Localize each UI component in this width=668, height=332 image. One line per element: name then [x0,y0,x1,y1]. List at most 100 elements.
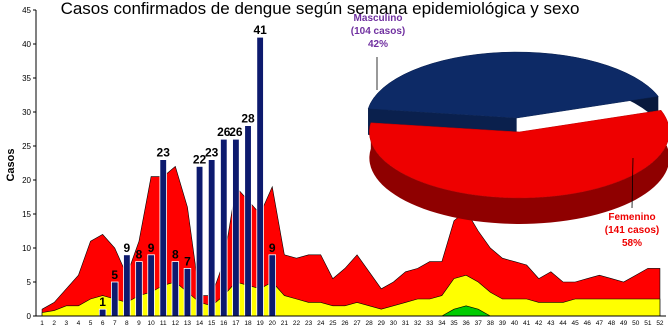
bar-value-label: 5 [111,268,118,282]
y-tick-label: 30 [22,108,31,117]
x-tick-label: 50 [632,320,640,327]
x-tick-label: 13 [184,320,192,327]
x-tick-label: 8 [125,320,129,327]
x-tick-label: 7 [113,320,117,327]
x-tick-label: 23 [305,320,313,327]
x-tick-label: 19 [257,320,265,327]
x-tick-label: 14 [196,320,204,327]
pie-chart: Masculino (104 casos) 42% Femenino (141 caso… [351,13,668,249]
x-tick-label: 48 [608,320,616,327]
pie-label-1: Femenino [608,212,655,223]
x-tick-label: 42 [535,320,543,327]
bar-value-label: 22 [193,152,207,166]
bar-week-18 [244,125,252,317]
x-tick-label: 49 [620,320,628,327]
x-tick-label: 32 [414,320,422,327]
bar-value-label: 9 [269,241,276,255]
x-tick-label: 18 [244,320,252,327]
x-tick-label: 24 [317,320,325,327]
x-tick-label: 22 [293,320,301,327]
bar-week-11 [159,159,167,317]
bar-value-label: 26 [229,125,243,139]
bar-week-17 [232,138,240,317]
x-tick-label: 16 [220,320,228,327]
x-tick-label: 3 [64,320,68,327]
x-tick-label: 36 [462,320,470,327]
bar-value-label: 8 [136,248,143,262]
pie-label-0: (104 casos) [351,26,405,37]
pie-slice-1 [369,110,668,199]
x-tick-label: 39 [499,320,507,327]
bar-value-label: 28 [241,112,255,126]
x-tick-label: 25 [329,320,337,327]
x-tick-label: 29 [378,320,386,327]
bar-value-label: 8 [172,248,179,262]
x-tick-label: 47 [596,320,604,327]
bar-week-10 [147,254,155,317]
x-tick-label: 38 [487,320,495,327]
x-tick-label: 35 [450,320,458,327]
bar-week-12 [171,261,180,317]
x-tick-label: 43 [547,320,555,327]
bar-week-19 [256,36,264,317]
x-tick-label: 2 [52,320,56,327]
bar-week-15 [207,159,216,317]
x-tick-label: 26 [341,320,349,327]
y-tick-label: 15 [22,210,31,219]
x-tick-label: 12 [172,320,180,327]
x-tick-label: 28 [366,320,374,327]
bar-week-8 [123,254,131,317]
pie-label-1: (141 casos) [605,225,659,236]
x-tick-label: 52 [656,320,664,327]
bar-week-6 [98,308,107,317]
bar-value-label: 1 [99,295,106,309]
x-tick-label: 4 [77,320,81,327]
y-tick-label: 25 [22,142,31,151]
x-tick-label: 10 [147,320,155,327]
x-tick-label: 11 [160,320,167,327]
bar-week-20 [268,254,276,317]
bar-value-label: 41 [253,23,267,37]
y-tick-label: 10 [22,244,31,253]
bar-value-label: 23 [205,146,219,160]
bar-week-16 [220,138,228,317]
pie-label-0: 42% [368,39,388,50]
bar-value-label: 26 [217,125,231,139]
bar-value-label: 23 [157,146,171,160]
pie-label-1: 58% [622,238,642,249]
bar-week-9 [135,261,143,317]
x-tick-label: 33 [426,320,434,327]
y-tick-label: 5 [27,278,32,287]
x-tick-label: 20 [269,320,277,327]
y-tick-label: 45 [22,6,31,15]
y-tick-label: 20 [22,176,31,185]
x-tick-label: 44 [559,320,567,327]
x-tick-label: 27 [353,320,361,327]
x-tick-label: 31 [402,320,410,327]
x-tick-label: 9 [137,320,141,327]
x-tick-label: 17 [232,320,240,327]
y-tick-label: 35 [22,74,31,83]
x-tick-label: 6 [101,320,105,327]
x-tick-label: 1 [40,320,44,327]
bar-week-14 [195,165,204,317]
x-tick-label: 30 [390,320,398,327]
pie-leader-line [631,157,634,209]
chart-title: Casos confirmados de dengue según semana… [61,0,580,18]
bar-value-label: 9 [124,241,131,255]
pie-slice-0 [367,51,659,119]
x-tick-label: 46 [584,320,592,327]
x-tick-label: 21 [281,320,289,327]
x-tick-label: 34 [438,320,446,327]
bar-series [98,36,276,317]
x-tick-label: 41 [523,320,531,327]
x-tick-label: 5 [89,320,93,327]
bar-value-label: 7 [184,254,191,268]
pie-slice-side-1 [369,110,668,224]
bar-value-label: 9 [148,241,155,255]
x-tick-label: 51 [644,320,652,327]
x-tick-label: 37 [475,320,483,327]
x-tick-label: 15 [208,320,216,327]
